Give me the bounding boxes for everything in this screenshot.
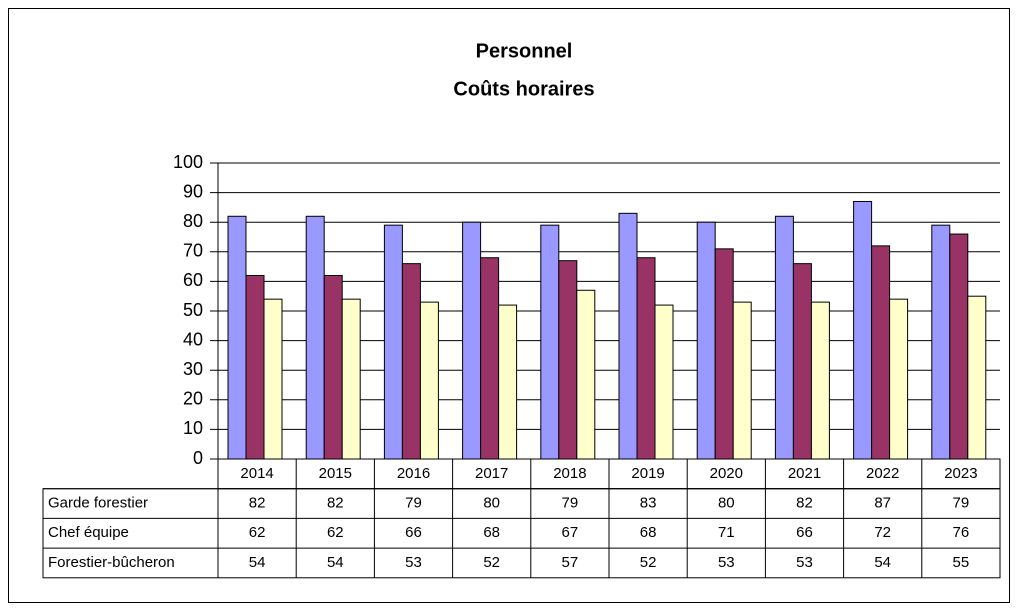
- table-value: 82: [796, 495, 813, 512]
- table-value: 53: [718, 554, 735, 571]
- chart-title: Personnel: [476, 40, 573, 62]
- bar: [576, 289, 596, 460]
- table-value: 83: [640, 495, 657, 512]
- table-value: 79: [562, 495, 579, 512]
- table-value: 62: [327, 524, 344, 541]
- bar: [810, 301, 830, 460]
- bar: [714, 248, 734, 460]
- bar: [558, 260, 578, 460]
- y-tick-label: 100: [173, 152, 203, 172]
- bar: [636, 257, 656, 460]
- y-tick-label: 20: [183, 389, 203, 409]
- bar: [462, 221, 482, 460]
- x-tick-label: 2019: [631, 465, 664, 482]
- table-value: 82: [327, 495, 344, 512]
- table-value: 68: [483, 524, 500, 541]
- table-value: 53: [796, 554, 813, 571]
- bar: [967, 295, 987, 460]
- chart-subtitle: Coûts horaires: [453, 78, 594, 100]
- table-value: 67: [562, 524, 579, 541]
- table-value: 87: [874, 495, 891, 512]
- bar: [498, 304, 518, 460]
- x-tick-label: 2015: [319, 465, 352, 482]
- bar: [540, 224, 560, 460]
- table-value: 71: [718, 524, 735, 541]
- x-tick-label: 2014: [240, 465, 273, 482]
- x-tick-label: 2017: [475, 465, 508, 482]
- bar: [263, 298, 283, 460]
- bar: [654, 304, 674, 460]
- bar: [949, 233, 969, 460]
- table-value: 54: [249, 554, 266, 571]
- y-tick-label: 70: [183, 241, 203, 261]
- x-tick-label: 2018: [553, 465, 586, 482]
- x-tick-label: 2020: [710, 465, 743, 482]
- bar: [889, 298, 909, 460]
- table-value: 55: [953, 554, 970, 571]
- bar: [401, 263, 421, 460]
- bar: [383, 224, 403, 460]
- table-value: 62: [249, 524, 266, 541]
- table-value: 79: [405, 495, 422, 512]
- table-value: 54: [327, 554, 344, 571]
- table-value: 72: [874, 524, 891, 541]
- bar: [792, 263, 812, 460]
- bar: [871, 245, 891, 460]
- table-value: 52: [640, 554, 657, 571]
- bar: [341, 298, 361, 460]
- y-tick-label: 50: [183, 300, 203, 320]
- bar: [323, 274, 343, 460]
- table-value: 80: [718, 495, 735, 512]
- legend-label: Forestier-bûcheron: [48, 554, 175, 571]
- y-tick-label: 0: [193, 448, 203, 468]
- y-tick-label: 80: [183, 211, 203, 231]
- bar: [419, 301, 439, 460]
- table-value: 82: [249, 495, 266, 512]
- bar: [305, 215, 325, 460]
- table-value: 57: [562, 554, 579, 571]
- table-value: 68: [640, 524, 657, 541]
- table-value: 79: [953, 495, 970, 512]
- table-value: 76: [953, 524, 970, 541]
- bar: [853, 200, 873, 460]
- bar: [480, 257, 500, 460]
- legend-label: Chef équipe: [48, 524, 129, 541]
- x-tick-label: 2023: [944, 465, 977, 482]
- table-value: 66: [405, 524, 422, 541]
- bar: [732, 301, 752, 460]
- y-tick-label: 10: [183, 418, 203, 438]
- bar: [618, 212, 638, 460]
- x-tick-label: 2022: [866, 465, 899, 482]
- table-value: 53: [405, 554, 422, 571]
- legend-label: Garde forestier: [48, 495, 148, 512]
- bar: [774, 215, 794, 460]
- y-tick-label: 60: [183, 270, 203, 290]
- y-tick-label: 90: [183, 181, 203, 201]
- table-value: 52: [483, 554, 500, 571]
- table-value: 80: [483, 495, 500, 512]
- bar: [931, 224, 951, 460]
- y-tick-label: 30: [183, 359, 203, 379]
- bar: [696, 221, 716, 460]
- table-value: 54: [874, 554, 891, 571]
- table-value: 66: [796, 524, 813, 541]
- x-tick-label: 2021: [788, 465, 821, 482]
- bar: [245, 274, 265, 460]
- bar: [227, 215, 247, 460]
- x-tick-label: 2016: [397, 465, 430, 482]
- y-tick-label: 40: [183, 329, 203, 349]
